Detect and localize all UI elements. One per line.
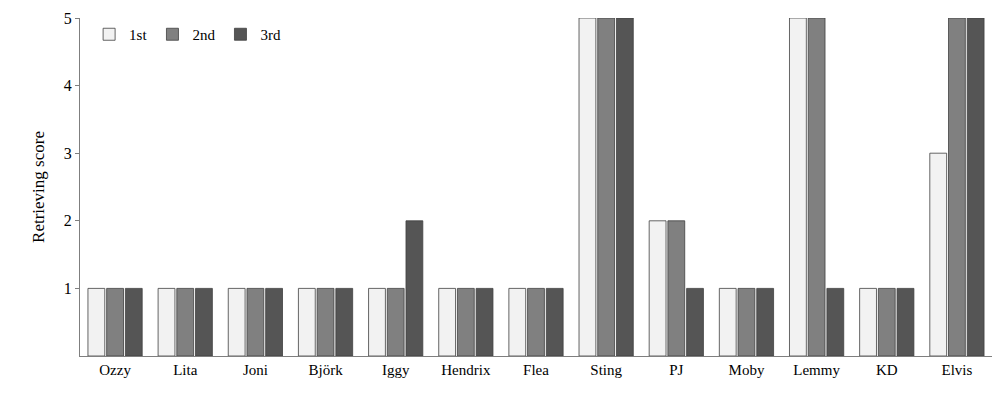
svg-text:Joni: Joni — [243, 362, 268, 378]
svg-text:Iggy: Iggy — [382, 362, 410, 378]
svg-text:3rd: 3rd — [260, 27, 280, 43]
svg-text:Lita: Lita — [173, 362, 197, 378]
svg-text:1st: 1st — [129, 27, 147, 43]
svg-text:2nd: 2nd — [192, 27, 215, 43]
svg-text:Elvis: Elvis — [941, 362, 972, 378]
svg-text:Retrieving score: Retrieving score — [29, 131, 48, 243]
svg-text:Moby: Moby — [729, 362, 765, 378]
svg-text:PJ: PJ — [669, 362, 683, 378]
svg-text:Hendrix: Hendrix — [441, 362, 491, 378]
svg-text:Flea: Flea — [523, 362, 549, 378]
svg-text:3: 3 — [64, 145, 72, 162]
svg-text:Björk: Björk — [308, 362, 343, 378]
svg-text:4: 4 — [64, 77, 72, 94]
svg-text:KD: KD — [876, 362, 898, 378]
svg-text:Sting: Sting — [590, 362, 622, 378]
svg-text:1: 1 — [64, 280, 72, 297]
svg-text:2: 2 — [64, 212, 72, 229]
svg-text:Lemmy: Lemmy — [793, 362, 840, 378]
svg-text:Ozzy: Ozzy — [99, 362, 131, 378]
svg-text:5: 5 — [64, 10, 72, 27]
